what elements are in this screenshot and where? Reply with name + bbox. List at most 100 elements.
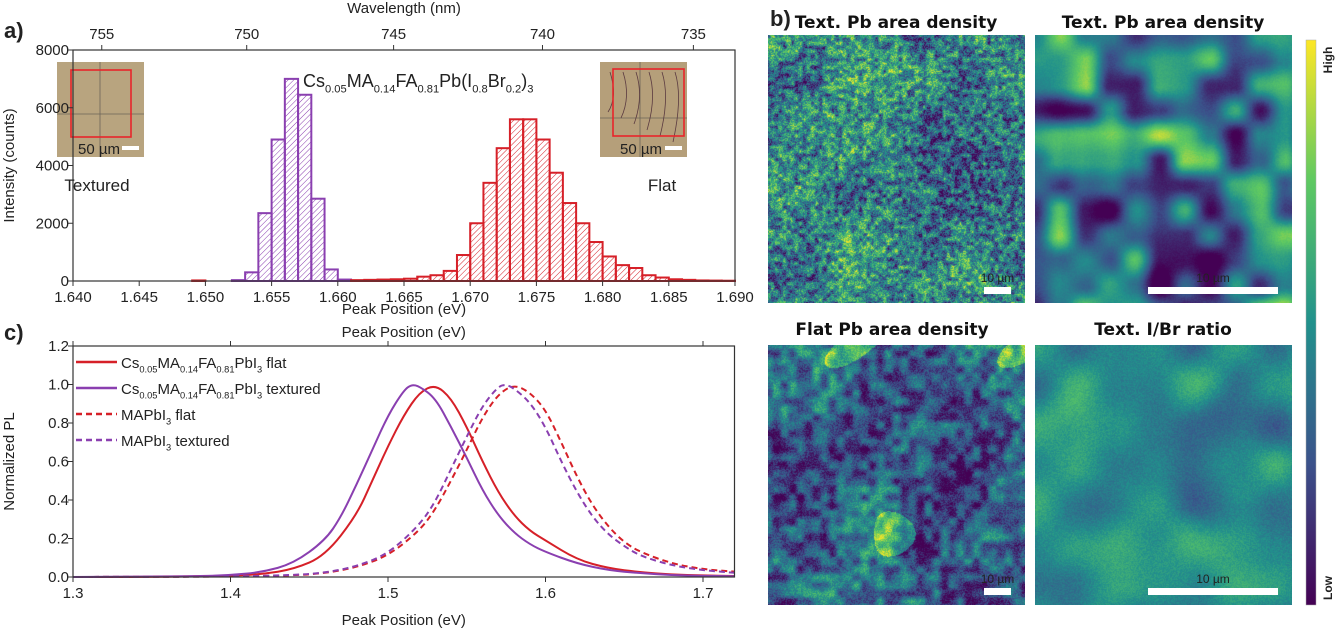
micrograph-image [600, 62, 687, 157]
histogram-bar [614, 264, 631, 282]
x-tick-label: 1.650 [187, 289, 225, 306]
y-tick-label: 4000 [36, 158, 69, 175]
y-tick-label: 0.6 [48, 454, 69, 471]
x-tick-label: 1.7 [693, 585, 714, 602]
histogram-bar [297, 93, 313, 282]
x-tick-label: 1.5 [378, 585, 399, 602]
y-tick-label: 1.2 [48, 338, 69, 355]
x-tick-label: 1.4 [220, 585, 241, 602]
x-tick-label: 1.3 [63, 585, 84, 602]
colorbar-high-label: High [1321, 47, 1335, 74]
x-tick-label: 1.665 [385, 289, 423, 306]
x-tick-label: 1.690 [716, 289, 754, 306]
x-axis-label: Peak Position (eV) [342, 612, 466, 629]
inset-micrograph: 50 µm [57, 62, 144, 158]
chart-title: Cs0.05MA0.14FA0.81Pb(I0.8Br0.2)3 [303, 71, 533, 95]
map-textured-pb-density-large [768, 35, 1025, 303]
roi-square [70, 69, 132, 138]
top-x-tick-label: 745 [381, 26, 406, 43]
y-tick-label: 1.0 [48, 377, 69, 394]
x-tick-label: 1.670 [451, 289, 489, 306]
series-label-flat: Flat [648, 176, 677, 195]
top-x-tick-label: 740 [530, 26, 555, 43]
panel-b-maps: Text. Pb area density 10 µm Text. Pb area … [795, 13, 1335, 606]
top-x-tick-label: 755 [89, 26, 114, 43]
y-tick-label: 8000 [36, 42, 69, 59]
histogram-bar [442, 269, 458, 282]
y-axis-label: Normalized PL [1, 412, 18, 510]
histogram-bar [575, 222, 591, 282]
legend-label: MAPbI3 textured [121, 433, 230, 453]
top-x-tick-label: 735 [681, 26, 706, 43]
y-tick-label: 0.2 [48, 531, 69, 548]
pl-curve [72, 384, 735, 578]
scale-bar [1148, 588, 1278, 595]
panel-label-c: c) [4, 320, 24, 345]
histogram-bar [495, 147, 511, 282]
histogram-bar [283, 77, 300, 282]
histogram-bar [548, 171, 564, 282]
histogram-bar [455, 254, 472, 282]
map-textured-pb-density-zoom [1035, 35, 1292, 303]
map-textured-i-br-ratio [1035, 345, 1292, 605]
legend-label: Cs0.05MA0.14FA0.81PbI3 flat [121, 355, 287, 375]
histogram-bar [482, 181, 498, 282]
scale-bar [984, 588, 1011, 595]
x-tick-label: 1.680 [584, 289, 622, 306]
map-title: Text. Pb area density [1062, 13, 1265, 33]
histogram-bar [429, 274, 445, 283]
histogram-bar [588, 241, 604, 283]
y-axis-label: Intensity (counts) [1, 108, 18, 222]
histogram-bar [270, 138, 286, 282]
scale-bar [665, 146, 682, 150]
map-title: Text. Pb area density [795, 13, 998, 33]
x-tick-label: 1.6 [535, 585, 556, 602]
map-title: Flat Pb area density [795, 320, 988, 340]
scale-bar [984, 287, 1011, 294]
legend-entry: MAPbI3 flat [76, 407, 196, 427]
histogram-bar [310, 197, 326, 282]
scale-bar-label: 50 µm [620, 141, 662, 158]
crack-line [633, 71, 640, 125]
map-title: Text. I/Br ratio [1094, 320, 1232, 340]
y-tick-label: 0.4 [48, 492, 69, 509]
legend-entry: MAPbI3 textured [76, 433, 230, 453]
panel-label-a: a) [4, 18, 24, 43]
histogram-bar [508, 118, 525, 282]
histogram-bar [257, 212, 273, 282]
x-tick-label: 1.655 [253, 289, 291, 306]
legend-entry: Cs0.05MA0.14FA0.81PbI3 textured [76, 381, 321, 401]
y-tick-label: 0.0 [48, 569, 69, 586]
histogram-bar [469, 222, 485, 282]
inset-micrograph: 50 µm [600, 62, 687, 158]
pl-curve [73, 385, 735, 578]
y-tick-label: 6000 [36, 100, 69, 117]
histogram-bar [416, 275, 432, 283]
histogram-bar [244, 271, 260, 282]
top-x-tick-label: 750 [234, 26, 259, 43]
scale-bar-label: 50 µm [78, 141, 120, 158]
colorbar-low-label: Low [1321, 575, 1335, 600]
crack-line [646, 71, 653, 131]
histogram-bar [561, 202, 578, 283]
y-tick-label: 2000 [36, 215, 69, 232]
scale-bar-label: 10 µm [1196, 271, 1230, 285]
series-label-textured: Textured [64, 176, 129, 195]
histogram-bar [628, 267, 644, 283]
panel-a-histogram: 50 µm 50 µm 1.640 1.645 1.650 1.655 1.660 1.665… [1, 0, 754, 318]
colorbar [1305, 39, 1317, 606]
top-x-axis-label: Peak Position (eV) [342, 324, 466, 341]
crack-line [620, 71, 627, 119]
scale-bar [1148, 287, 1278, 294]
histogram-bar [323, 268, 339, 283]
scale-bar [122, 146, 139, 150]
histogram-bar [522, 118, 538, 282]
scale-bar-label: 10 µm [981, 572, 1015, 586]
histogram-bar [601, 255, 617, 282]
panel-label-b: b) [770, 6, 791, 31]
panel-c-pl-spectra: 1.3 1.4 1.5 1.6 1.7 0.0 0.2 0.4 0.6 0.8 1.0 1.2 Peak… [1, 324, 736, 629]
x-tick-label: 1.640 [54, 289, 92, 306]
top-x-axis-label: Wavelength (nm) [347, 0, 461, 17]
roi-square [612, 68, 685, 137]
